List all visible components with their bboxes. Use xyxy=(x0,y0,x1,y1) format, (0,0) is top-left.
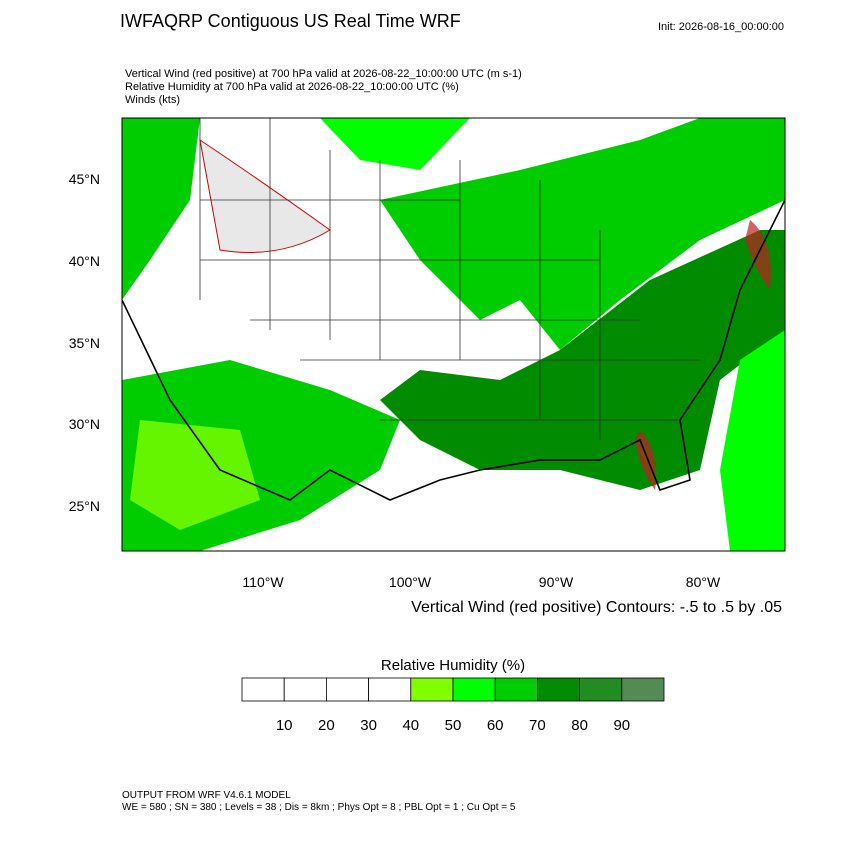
lat-label: 35°N xyxy=(69,335,100,351)
vertical-wind-area xyxy=(635,430,656,490)
lat-labels: 45°N 40°N 35°N 30°N 25°N xyxy=(69,171,100,514)
colorbar: Relative Humidity (%) 10 20 30 40 50 60 70 80 90 xyxy=(241,657,665,734)
colorbar-label: 30 xyxy=(360,717,377,734)
footer-line: OUTPUT FROM WRF V4.6.1 MODEL xyxy=(122,790,291,801)
colorbar-label: 70 xyxy=(529,717,546,734)
map-frame xyxy=(121,117,786,552)
colorbar-label: 60 xyxy=(487,717,504,734)
colorbar-box xyxy=(368,677,412,702)
lat-label: 45°N xyxy=(69,171,100,187)
subtitle: Vertical Wind (red positive) at 700 hPa … xyxy=(125,68,522,80)
humid-area xyxy=(122,118,200,300)
footer-line: WE = 580 ; SN = 380 ; Levels = 38 ; Dis … xyxy=(122,802,516,813)
subtitle: Relative Humidity at 700 hPa valid at 20… xyxy=(125,81,459,93)
humid-area xyxy=(320,118,470,170)
state-borders xyxy=(199,118,700,440)
colorbar-box xyxy=(537,677,581,702)
coastline xyxy=(122,199,785,501)
map: 45°N 40°N 35°N 30°N 25°N 110°W 100°W 90°… xyxy=(69,117,786,616)
colorbar-box xyxy=(494,677,538,702)
colorbar-box xyxy=(283,677,327,702)
colorbar-title: Relative Humidity (%) xyxy=(381,657,525,674)
colorbar-label: 80 xyxy=(571,717,588,734)
colorbar-label: 40 xyxy=(402,717,419,734)
lon-labels: 110°W 100°W 90°W 80°W xyxy=(242,574,721,590)
colorbar-box xyxy=(621,677,665,702)
lon-label: 80°W xyxy=(686,574,721,590)
colorbar-box xyxy=(452,677,496,702)
colorbar-label: 90 xyxy=(613,717,630,734)
colorbar-label: 10 xyxy=(276,717,293,734)
colorbar-box xyxy=(325,677,369,702)
title: IWFAQRP Contiguous US Real Time WRF xyxy=(120,11,461,31)
humidity-field xyxy=(122,118,785,551)
humid-area xyxy=(720,330,785,551)
contour-note: Vertical Wind (red positive) Contours: -… xyxy=(411,599,782,616)
lon-label: 100°W xyxy=(389,574,432,590)
subtitle: Winds (kts) xyxy=(125,94,180,106)
colorbar-box xyxy=(579,677,623,702)
colorbar-label: 20 xyxy=(318,717,335,734)
lat-label: 25°N xyxy=(69,498,100,514)
humid-area xyxy=(380,118,785,350)
lon-label: 110°W xyxy=(242,574,284,590)
lon-label: 90°W xyxy=(539,574,574,590)
humid-area xyxy=(130,420,260,530)
colorbar-box xyxy=(241,677,285,702)
colorbar-box xyxy=(410,677,454,702)
init-time: Init: 2026-08-16_00:00:00 xyxy=(658,21,784,33)
lat-label: 30°N xyxy=(69,416,100,432)
colorbar-label: 50 xyxy=(445,717,462,734)
lat-label: 40°N xyxy=(69,253,100,269)
